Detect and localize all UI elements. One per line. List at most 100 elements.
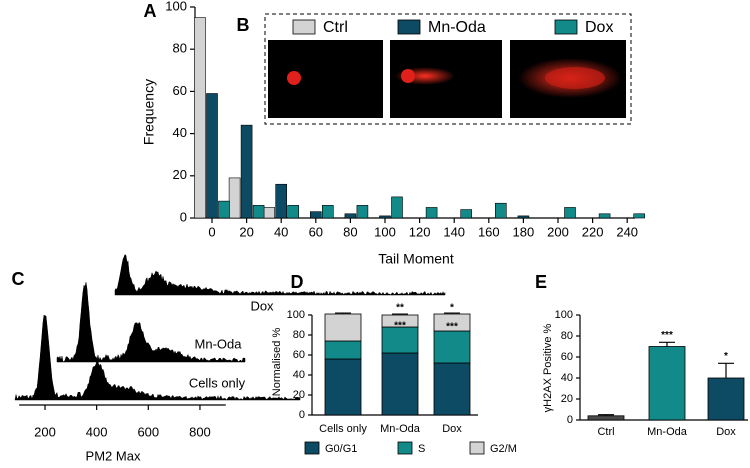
bar — [633, 213, 646, 219]
flow-trace — [56, 282, 246, 363]
bar — [263, 207, 276, 219]
x-axis-title: Tail Moment — [378, 251, 454, 267]
bar — [648, 346, 686, 421]
x-tick-label: 600 — [137, 424, 159, 439]
x-tick-label: Ctrl — [597, 426, 614, 438]
y-axis-title: Frequency — [141, 79, 157, 145]
bar — [275, 183, 288, 219]
legend-label: S — [418, 443, 425, 455]
y-tick-label: 40 — [561, 372, 573, 384]
legend-swatch — [304, 441, 320, 455]
x-tick-label: 100 — [374, 224, 396, 239]
y-tick-label: 0 — [180, 209, 187, 224]
y-tick-label: 0 — [567, 414, 573, 426]
x-tick-label: Cells only — [319, 423, 367, 435]
x-tick-label: 160 — [478, 224, 500, 239]
legend-label: G0/G1 — [325, 443, 357, 455]
x-tick-label: Mn-Oda — [380, 423, 421, 435]
bar — [460, 209, 473, 219]
x-tick-label: 220 — [582, 224, 604, 239]
y-tick-label: 100 — [555, 309, 573, 321]
legend-label: G2/M — [490, 443, 517, 455]
bar — [379, 215, 391, 219]
bar — [356, 205, 369, 219]
x-tick-label: 240 — [616, 224, 638, 239]
bar-segment — [324, 340, 362, 360]
legend-label: Mn-Oda — [428, 19, 486, 36]
comet-head — [287, 71, 301, 85]
x-tick-label: Dox — [716, 426, 736, 438]
panel-label: A — [144, 1, 157, 21]
x-tick-label: 120 — [409, 224, 431, 239]
bar — [587, 415, 625, 421]
bar — [425, 207, 438, 219]
comet-image — [268, 40, 383, 118]
y-tick-label: 40 — [293, 369, 305, 381]
trace-label: Cells only — [189, 375, 246, 390]
trace-label: Dox — [250, 298, 274, 313]
bar — [218, 200, 230, 219]
panel-label: D — [291, 272, 304, 292]
bar — [240, 124, 253, 219]
x-axis-title: PM2 Max — [86, 448, 141, 463]
y-tick-label: 100 — [165, 0, 187, 13]
y-tick-label: 80 — [561, 330, 573, 342]
bar — [321, 205, 334, 219]
bar-segment — [381, 326, 419, 354]
legend-label: Dox — [585, 19, 613, 36]
bar — [287, 205, 300, 219]
legend-swatch — [397, 441, 413, 455]
bar — [564, 207, 576, 219]
x-tick-label: 0 — [208, 224, 215, 239]
bar — [194, 17, 206, 219]
x-tick-label: 800 — [189, 424, 211, 439]
error-bar — [718, 362, 734, 378]
bar — [598, 213, 611, 219]
bar — [228, 177, 241, 219]
y-tick-label: 60 — [173, 83, 187, 98]
flow-trace — [14, 314, 301, 401]
panel-label: E — [535, 272, 547, 292]
annotation: * — [450, 303, 454, 314]
annotation: *** — [394, 321, 406, 332]
bar — [206, 93, 218, 219]
bar-segment — [324, 313, 362, 342]
bar — [344, 213, 357, 219]
y-tick-label: 0 — [299, 409, 305, 421]
x-tick-label: 140 — [443, 224, 465, 239]
error-bar — [444, 312, 460, 314]
y-axis-title: Normalised % — [271, 328, 283, 397]
annotation: ** — [396, 303, 404, 314]
x-tick-label: 20 — [239, 224, 253, 239]
y-tick-label: 20 — [173, 167, 187, 182]
y-axis-title: γH2AX Positive % — [542, 323, 554, 412]
y-tick-label: 80 — [293, 329, 305, 341]
x-tick-label: 200 — [547, 224, 569, 239]
annotation: *** — [661, 330, 673, 341]
x-tick-label: 200 — [34, 424, 56, 439]
comet-tail — [545, 67, 605, 89]
x-tick-label: 180 — [513, 224, 535, 239]
error-bar — [659, 341, 675, 347]
legend-swatch — [292, 19, 316, 35]
annotation: *** — [446, 322, 458, 333]
y-tick-label: 60 — [561, 351, 573, 363]
bar — [309, 211, 322, 219]
y-tick-label: 100 — [287, 309, 305, 321]
bar-segment — [433, 362, 471, 416]
legend-label: Ctrl — [323, 19, 348, 36]
bar-segment — [433, 330, 471, 364]
bar — [391, 196, 403, 219]
x-tick-label: Mn-Oda — [647, 426, 688, 438]
bar — [494, 202, 507, 219]
x-tick-label: Dox — [442, 423, 462, 435]
trace-label: Mn-Oda — [195, 336, 243, 351]
panel-label: C — [12, 269, 25, 289]
y-tick-label: 20 — [561, 393, 573, 405]
comet-head — [401, 69, 415, 83]
flow-trace — [114, 254, 446, 296]
bar — [707, 377, 745, 421]
bar-segment — [324, 358, 362, 416]
error-bar — [392, 313, 408, 315]
